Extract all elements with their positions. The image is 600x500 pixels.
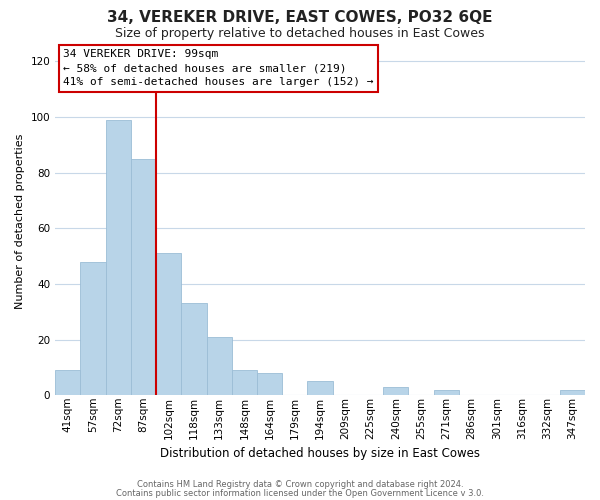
Bar xyxy=(156,254,181,395)
Bar xyxy=(80,262,106,395)
Text: 34 VEREKER DRIVE: 99sqm
← 58% of detached houses are smaller (219)
41% of semi-d: 34 VEREKER DRIVE: 99sqm ← 58% of detache… xyxy=(63,49,374,87)
Y-axis label: Number of detached properties: Number of detached properties xyxy=(15,134,25,309)
Bar xyxy=(106,120,131,395)
Bar xyxy=(131,158,156,395)
Bar xyxy=(257,373,282,395)
Text: Contains HM Land Registry data © Crown copyright and database right 2024.: Contains HM Land Registry data © Crown c… xyxy=(137,480,463,489)
Text: Size of property relative to detached houses in East Cowes: Size of property relative to detached ho… xyxy=(115,28,485,40)
Bar xyxy=(434,390,459,395)
Text: 34, VEREKER DRIVE, EAST COWES, PO32 6QE: 34, VEREKER DRIVE, EAST COWES, PO32 6QE xyxy=(107,10,493,25)
Bar xyxy=(206,336,232,395)
Bar xyxy=(232,370,257,395)
Bar xyxy=(55,370,80,395)
Text: Contains public sector information licensed under the Open Government Licence v : Contains public sector information licen… xyxy=(116,488,484,498)
Bar xyxy=(383,387,409,395)
X-axis label: Distribution of detached houses by size in East Cowes: Distribution of detached houses by size … xyxy=(160,447,480,460)
Bar xyxy=(307,381,332,395)
Bar xyxy=(560,390,585,395)
Bar xyxy=(181,304,206,395)
